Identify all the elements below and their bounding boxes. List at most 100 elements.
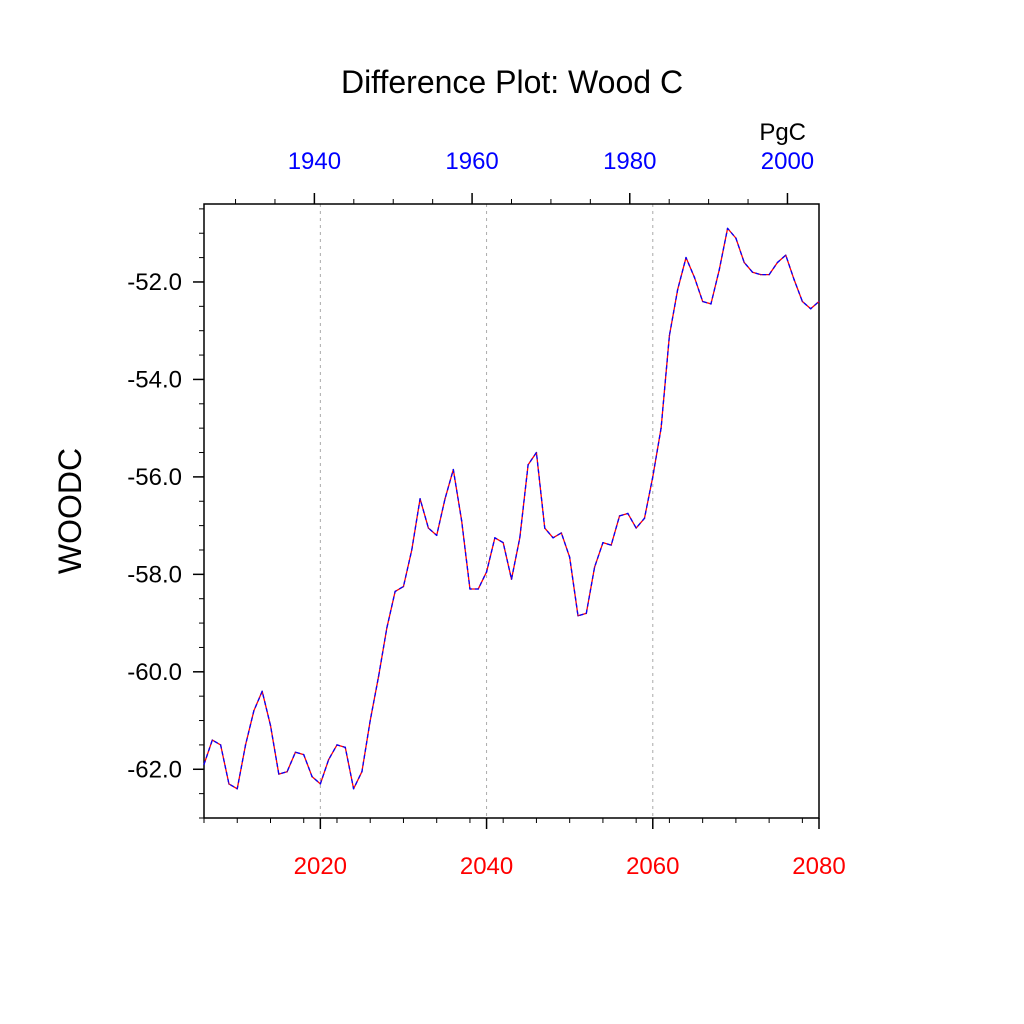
- data-point-2028: [386, 627, 388, 629]
- data-point-2008: [219, 744, 222, 746]
- data-point-2015: [278, 773, 280, 775]
- data-point-2019: [311, 775, 313, 778]
- data-point-2025: [361, 770, 363, 773]
- data-point-2071: [743, 261, 745, 264]
- data-point-2069: [726, 227, 729, 230]
- data-point-2053: [593, 566, 596, 568]
- grid-lines: [319, 204, 654, 818]
- top-tick-label-1940: 1940: [288, 148, 341, 175]
- data-point-2059: [643, 517, 646, 520]
- data-point-2077: [793, 278, 795, 281]
- top-tick-label-1960: 1960: [445, 148, 498, 175]
- data-point-2031: [410, 549, 413, 551]
- data-point-2030: [402, 585, 405, 588]
- data-point-2021: [327, 758, 330, 761]
- data-point-2073: [760, 273, 762, 276]
- data-point-2068: [718, 268, 721, 271]
- data-point-2013: [261, 690, 263, 693]
- data-point-2046: [535, 451, 538, 454]
- bottom-tick-label-2060: 2060: [626, 853, 679, 880]
- data-point-2052: [585, 612, 588, 615]
- data-point-2041: [494, 537, 496, 539]
- data-point-2048: [552, 537, 554, 539]
- data-point-2066: [701, 300, 704, 303]
- data-point-2037: [460, 519, 463, 522]
- data-point-2079: [809, 307, 812, 310]
- data-point-2027: [377, 675, 380, 678]
- data-point-2062: [668, 334, 671, 337]
- data-point-2076: [784, 254, 787, 256]
- data-point-2033: [427, 527, 430, 529]
- data-point-2014: [269, 724, 272, 727]
- units-label: PgC: [759, 119, 806, 146]
- data-point-2032: [419, 498, 421, 500]
- y-tick-label--56: -56.0: [127, 464, 182, 491]
- y-tick-label--58: -58.0: [127, 561, 182, 588]
- data-point-2050: [568, 556, 571, 559]
- data-point-2007: [211, 739, 214, 741]
- data-point-2049: [560, 532, 563, 534]
- data-point-2016: [286, 770, 288, 773]
- data-point-2012: [253, 709, 255, 712]
- data-point-2040: [485, 571, 488, 573]
- data-point-2075: [776, 261, 779, 264]
- data-point-2020: [319, 783, 322, 785]
- data-point-2034: [435, 534, 438, 537]
- y-tick-label--54: -54.0: [127, 366, 182, 393]
- data-point-2026: [369, 719, 372, 722]
- data-point-2042: [502, 541, 504, 544]
- bottom-tick-label-2080: 2080: [792, 853, 845, 880]
- data-point-2006: [203, 763, 205, 766]
- data-point-2023: [344, 746, 347, 749]
- data-point-2058: [635, 527, 637, 529]
- data-point-2057: [627, 512, 629, 515]
- data-point-2080: [818, 300, 820, 303]
- data-point-2047: [543, 527, 546, 529]
- top-tick-label-1980: 1980: [603, 148, 656, 175]
- y-tick-label--62: -62.0: [127, 756, 182, 783]
- data-point-2070: [735, 237, 737, 239]
- data-point-2010: [236, 787, 239, 790]
- data-point-2067: [710, 303, 712, 305]
- series-line-0: [203, 227, 820, 790]
- data-point-2038: [469, 588, 471, 590]
- data-point-2044: [519, 537, 521, 539]
- y-tick-label--52: -52.0: [127, 269, 182, 296]
- plot-frame: [203, 203, 820, 819]
- data-point-2017: [294, 751, 297, 754]
- data-point-2055: [610, 544, 613, 546]
- y-tick-label--60: -60.0: [127, 659, 182, 686]
- top-tick-label-2000: 2000: [761, 148, 814, 175]
- axes: [203, 203, 820, 819]
- data-point-2054: [602, 541, 604, 544]
- data-point-2065: [693, 276, 696, 278]
- tick-marks: [193, 193, 820, 829]
- data-point-2039: [477, 588, 480, 590]
- data-point-2064: [685, 256, 687, 259]
- series-group: [203, 227, 820, 790]
- series-line-overlay-0: [203, 227, 820, 790]
- data-point-2060: [651, 476, 654, 478]
- data-point-2063: [676, 288, 679, 291]
- data-point-2074: [768, 273, 770, 276]
- data-point-2011: [244, 744, 247, 746]
- data-point-2009: [228, 783, 230, 785]
- y-axis-label: WOODC: [52, 448, 88, 574]
- data-point-2018: [302, 753, 305, 756]
- data-point-2024: [352, 787, 355, 790]
- data-point-2051: [577, 614, 579, 617]
- bottom-tick-label-2020: 2020: [294, 853, 347, 880]
- bottom-tick-label-2040: 2040: [460, 853, 513, 880]
- data-point-2045: [527, 463, 529, 466]
- tick-labels: 2020 2040 2060 2080 1940 1960 1980 2000 -62.0 -60…: [127, 148, 845, 880]
- data-point-2029: [394, 590, 396, 593]
- data-point-2056: [618, 515, 621, 517]
- data-point-2043: [510, 578, 513, 581]
- data-point-2072: [751, 271, 754, 274]
- data-point-2078: [801, 300, 804, 303]
- data-point-2061: [660, 427, 662, 429]
- data-point-2036: [452, 468, 455, 471]
- chart-title: Difference Plot: Wood C: [341, 64, 683, 100]
- data-point-2035: [444, 498, 446, 500]
